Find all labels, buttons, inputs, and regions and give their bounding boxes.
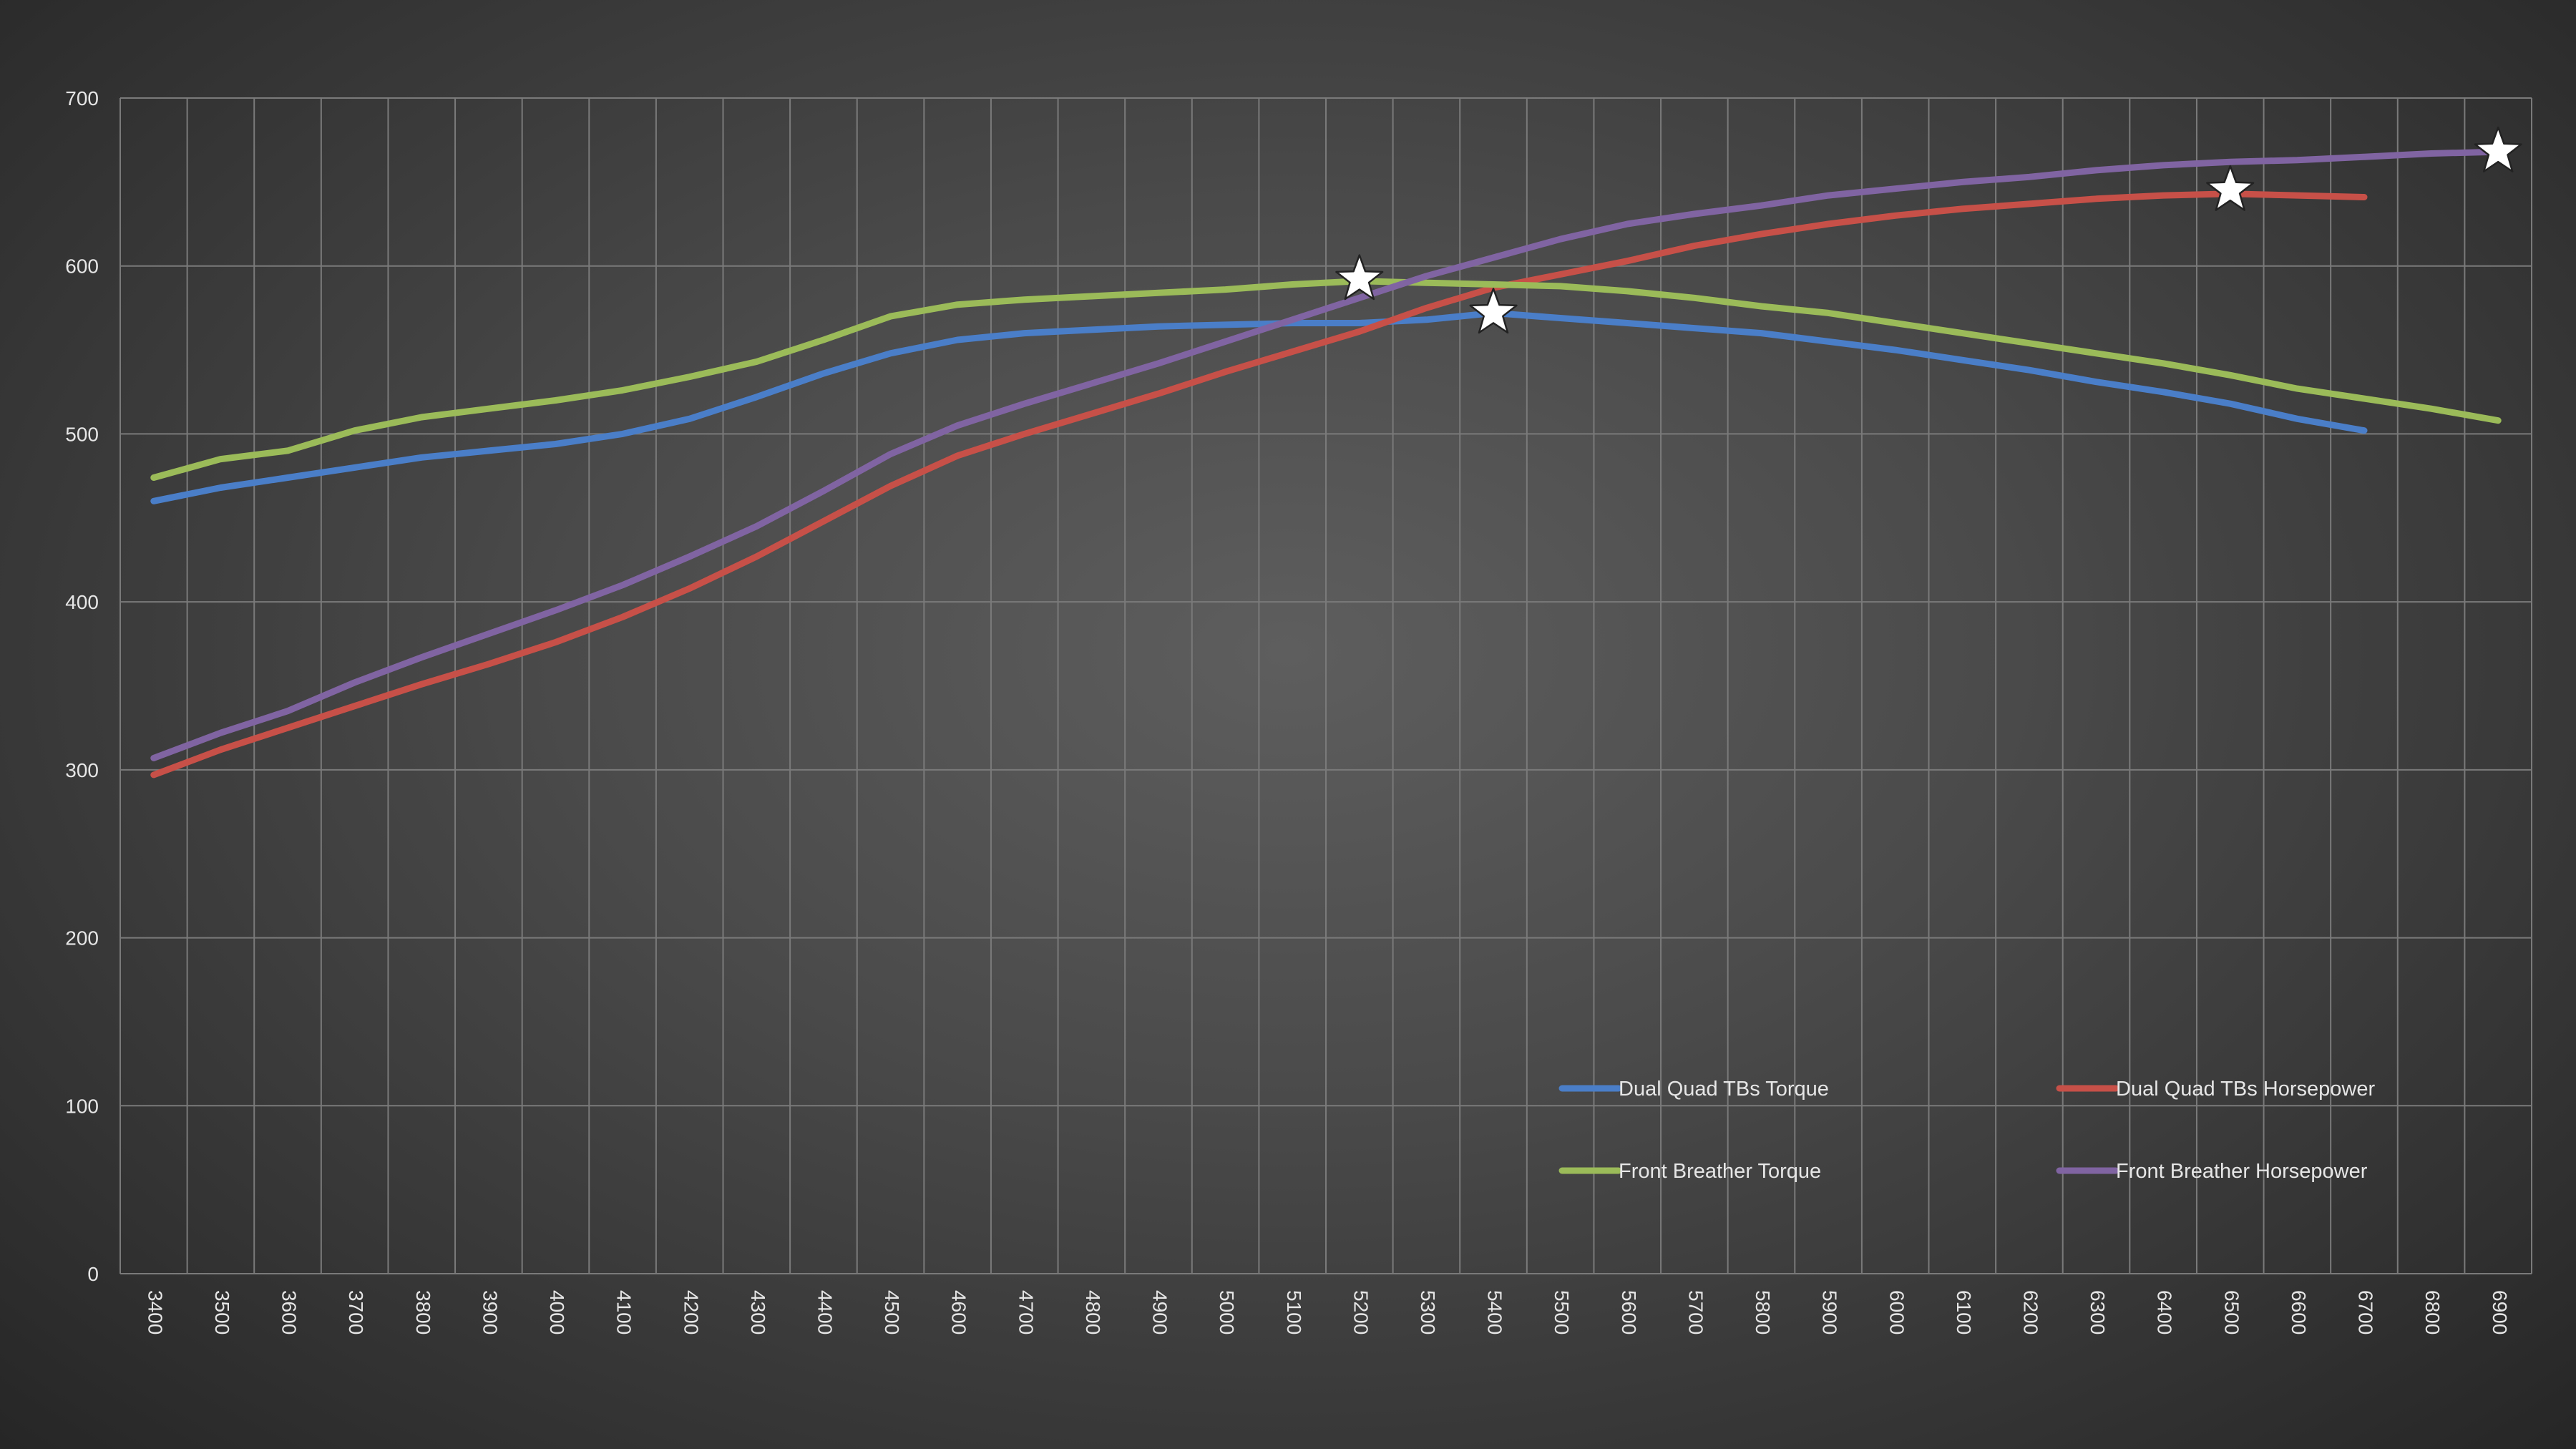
legend-item: Dual Quad TBs Torque <box>1558 1078 1829 1101</box>
peak-markers <box>1335 126 2522 334</box>
x-tick-label: 6000 <box>1885 1290 1908 1335</box>
x-tick-label: 5800 <box>1752 1290 1774 1335</box>
x-tick-label: 5300 <box>1417 1290 1439 1335</box>
x-tick-label: 5000 <box>1216 1290 1238 1335</box>
x-tick-label: 4500 <box>881 1290 903 1335</box>
x-tick-label: 6600 <box>2288 1290 2310 1335</box>
legend-label-3: Front Breather Horsepower <box>2116 1160 2368 1183</box>
x-tick-label: 6800 <box>2421 1290 2444 1335</box>
x-tick-label: 5400 <box>1484 1290 1506 1335</box>
x-tick-label: 4000 <box>546 1290 568 1335</box>
series-line-3 <box>150 148 2502 761</box>
y-tick-label: 500 <box>65 423 99 445</box>
x-tick-label: 3900 <box>479 1290 501 1335</box>
x-tick-label: 4800 <box>1082 1290 1104 1335</box>
y-tick-label: 200 <box>65 927 99 950</box>
x-tick-label: 3400 <box>144 1290 166 1335</box>
series-line-2 <box>150 278 2502 481</box>
legend-item: Front Breather Horsepower <box>2056 1160 2368 1183</box>
y-tick-label: 700 <box>65 87 99 109</box>
x-tick-label: 6400 <box>2154 1290 2176 1335</box>
x-tick-label: 5100 <box>1283 1290 1305 1335</box>
legend: Dual Quad TBs Torque Dual Quad TBs Horse… <box>1558 1078 2375 1183</box>
x-tick-label: 5200 <box>1350 1290 1372 1335</box>
series-lines <box>150 148 2502 779</box>
legend-label-0: Dual Quad TBs Torque <box>1619 1078 1829 1101</box>
y-tick-label: 400 <box>65 591 99 613</box>
x-tick-label: 3600 <box>278 1290 301 1335</box>
x-tick-label: 4100 <box>613 1290 635 1335</box>
x-tick-label: 5500 <box>1551 1290 1573 1335</box>
x-tick-label: 6100 <box>1953 1290 1975 1335</box>
y-tick-label: 600 <box>65 255 99 278</box>
star-icon <box>1469 288 1518 334</box>
x-tick-label: 5700 <box>1684 1290 1707 1335</box>
x-tick-label: 3800 <box>412 1290 434 1335</box>
legend-label-2: Front Breather Torque <box>1619 1160 1821 1183</box>
x-tick-label: 4700 <box>1015 1290 1037 1335</box>
x-tick-label: 6300 <box>2087 1290 2109 1335</box>
series-line-0 <box>150 309 2368 504</box>
x-tick-label: 4300 <box>747 1290 769 1335</box>
legend-item: Front Breather Torque <box>1558 1160 1821 1183</box>
legend-item: Dual Quad TBs Horsepower <box>2056 1078 2375 1101</box>
star-icon <box>2206 165 2255 211</box>
x-tick-label: 3700 <box>345 1290 367 1335</box>
y-tick-label: 300 <box>65 759 99 781</box>
x-tick-label: 4200 <box>680 1290 702 1335</box>
x-tick-label: 5600 <box>1618 1290 1640 1335</box>
x-tick-label: 6500 <box>2220 1290 2243 1335</box>
y-tick-label: 0 <box>87 1263 99 1285</box>
x-axis: 3400 3500 3600 3700 3800 3900 4000 4100 4200 4300… <box>144 1290 2510 1335</box>
star-icon <box>1335 254 1384 301</box>
x-tick-label: 4400 <box>814 1290 836 1335</box>
series-line-1 <box>150 190 2368 779</box>
y-tick-label: 100 <box>65 1095 99 1117</box>
y-axis: 0 100 200 300 400 500 600 700 <box>65 87 99 1285</box>
x-tick-label: 4600 <box>948 1290 970 1335</box>
x-tick-label: 6200 <box>2020 1290 2042 1335</box>
legend-label-1: Dual Quad TBs Horsepower <box>2116 1078 2375 1101</box>
gridlines <box>119 97 2532 1274</box>
x-tick-label: 3500 <box>211 1290 233 1335</box>
x-tick-label: 5900 <box>1819 1290 1841 1335</box>
x-tick-label: 4900 <box>1149 1290 1171 1335</box>
star-icon <box>2474 126 2522 172</box>
x-tick-label: 6900 <box>2489 1290 2511 1335</box>
x-tick-label: 6700 <box>2355 1290 2377 1335</box>
